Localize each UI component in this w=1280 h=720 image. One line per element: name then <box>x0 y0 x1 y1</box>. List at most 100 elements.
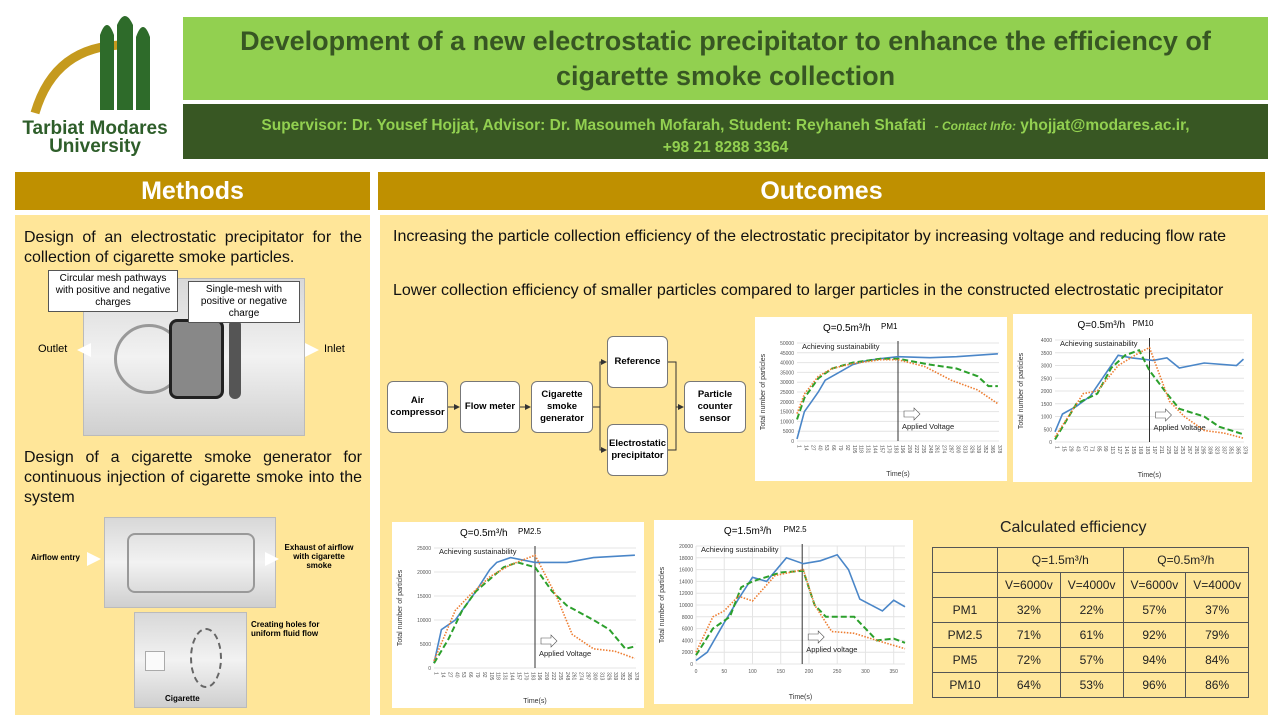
v-header: V=6000v <box>1122 572 1187 598</box>
y-tick-label: 10000 <box>417 618 431 624</box>
x-tick-label: 274 <box>941 445 947 454</box>
v-header: V=4000v <box>1185 572 1249 598</box>
y-tick-label: 0 <box>690 662 693 668</box>
smoke-generator-photo <box>104 517 276 608</box>
cell: 57% <box>1059 647 1124 673</box>
x-tick-label: 239 <box>1172 446 1178 455</box>
university-logo: Tarbiat Modares University <box>15 15 175 160</box>
cell: 57% <box>1122 597 1187 623</box>
y-tick-label: 4000 <box>1041 338 1052 344</box>
y-tick-label: 25000 <box>417 546 431 552</box>
outcome-point-1: Increasing the particle collection effic… <box>393 228 1227 245</box>
y-axis-label: Total number of particles <box>760 353 767 430</box>
x-tick-label: 313 <box>961 445 967 454</box>
x-tick-label: 170 <box>885 445 891 454</box>
cypress-trees-logo-icon <box>30 16 150 115</box>
contact-email: yhojjat@modares.ac.ir, <box>1020 117 1190 134</box>
exhaust-label: Exhaust of airflow with cigarette smoke <box>284 543 354 570</box>
y-tick-label: 1000 <box>1041 415 1052 421</box>
x-tick-label: 144 <box>509 672 515 681</box>
x-tick-label: 144 <box>872 445 878 454</box>
x-tick-label: 365 <box>989 445 995 454</box>
x-tick-label: 339 <box>975 445 981 454</box>
annotation-sustainability: Achieving sustainability <box>1060 339 1138 348</box>
q-header: Q=0.5m³/h <box>1122 547 1249 573</box>
y-tick-label: 40000 <box>780 361 794 367</box>
y-tick-label: 6000 <box>682 627 693 633</box>
logo-text-line2: University <box>49 136 141 157</box>
authors-bar: Supervisor: Dr. Yousef Hojjat, Advisor: … <box>183 104 1268 159</box>
x-tick-label: 141 <box>1123 446 1129 455</box>
row-label: PM5 <box>932 647 998 673</box>
x-tick-label: 323 <box>1214 446 1220 455</box>
x-tick-label: 105 <box>488 672 494 681</box>
table-row: PM2.5 71% 61% 92% 79% <box>932 622 1249 648</box>
x-tick-label: 250 <box>833 669 842 675</box>
chart-svg: Q=0.5m³/h PM2.5 0 5000 10000 15000 20000 25000 1… <box>397 527 639 705</box>
v-header: V=6000v <box>997 572 1061 598</box>
holes-label: Creating holes for uniform fluid flow <box>251 620 320 638</box>
flow-arrows <box>448 359 684 453</box>
applied-voltage-arrow-icon <box>903 407 921 421</box>
x-tick-label: 183 <box>529 672 535 681</box>
y-tick-label: 35000 <box>780 370 794 376</box>
x-tick-label: 157 <box>878 445 884 454</box>
flow-flow-meter: Flow meter <box>460 381 520 433</box>
outcome-point-2: Lower collection efficiency of smaller p… <box>393 282 1224 299</box>
outlet-arrow-icon <box>77 343 91 357</box>
applied-voltage-arrow-icon <box>807 630 825 644</box>
x-tick-label: 300 <box>954 445 960 454</box>
y-tick-label: 1500 <box>1041 402 1052 408</box>
x-tick-label: 209 <box>906 445 912 454</box>
chart-pm25-q05: Q=0.5m³/h PM2.5 0 5000 10000 15000 20000 25000 1… <box>392 522 644 708</box>
x-tick-label: 300 <box>861 669 870 675</box>
x-tick-label: 183 <box>1144 446 1150 455</box>
x-tick-label: 66 <box>830 445 836 451</box>
x-tick-label: 196 <box>899 445 905 454</box>
chart-subtitle: PM1 <box>881 322 898 331</box>
table-row: PM5 72% 57% 94% 84% <box>932 647 1249 673</box>
x-tick-label: 261 <box>571 672 577 681</box>
cell: 72% <box>997 647 1061 673</box>
y-tick-label: 15000 <box>780 410 794 416</box>
x-tick-label: 313 <box>598 672 604 681</box>
x-tick-label: 261 <box>934 445 940 454</box>
series-line-dashed <box>695 569 906 656</box>
x-tick-label: 365 <box>1235 446 1241 455</box>
annotation-sustainability: Achieving sustainability <box>701 545 779 554</box>
efficiency-title: Calculated efficiency <box>1000 519 1147 536</box>
x-tick-label: 113 <box>1109 446 1115 454</box>
cell: 84% <box>1185 647 1249 673</box>
x-tick-label: 170 <box>522 672 528 681</box>
x-tick-label: 235 <box>557 672 563 681</box>
x-tick-label: 53 <box>823 445 829 451</box>
table-row: PM10 64% 53% 96% 86% <box>932 672 1249 698</box>
authors: Supervisor: Dr. Yousef Hojjat, Advisor: … <box>261 117 926 134</box>
cigarette-holder-photo <box>134 612 247 708</box>
cell: 61% <box>1059 622 1124 648</box>
series-line-solid <box>695 553 906 662</box>
x-tick-label: 235 <box>920 445 926 454</box>
cell: 22% <box>1059 597 1124 623</box>
chart-title: Q=0.5m³/h <box>1078 320 1126 331</box>
methods-panel: Design of an electrostatic precipitator … <box>15 215 370 715</box>
row-label: PM2.5 <box>932 622 998 648</box>
x-tick-label: 337 <box>1221 446 1227 455</box>
flow-particle-counter: Particle counter sensor <box>684 381 746 433</box>
y-tick-label: 2000 <box>1041 389 1052 395</box>
contact-label: - Contact Info: <box>934 119 1016 133</box>
x-axis-label: Time(s) <box>886 471 909 478</box>
x-tick-label: 339 <box>612 672 618 681</box>
y-tick-label: 3000 <box>1041 364 1052 370</box>
x-tick-label: 57 <box>1081 446 1087 452</box>
annotation-applied-voltage: Applied Voltage <box>1154 423 1206 432</box>
x-tick-label: 66 <box>467 672 473 678</box>
y-tick-label: 30000 <box>780 380 794 386</box>
x-tick-label: 99 <box>1102 446 1108 452</box>
exhaust-arrow-icon <box>265 552 279 566</box>
chart-subtitle: PM2.5 <box>518 527 542 536</box>
y-tick-label: 10000 <box>679 603 693 609</box>
x-tick-label: 131 <box>865 445 871 454</box>
x-tick-label: 248 <box>564 672 570 681</box>
series-line-dotted <box>1054 346 1244 439</box>
